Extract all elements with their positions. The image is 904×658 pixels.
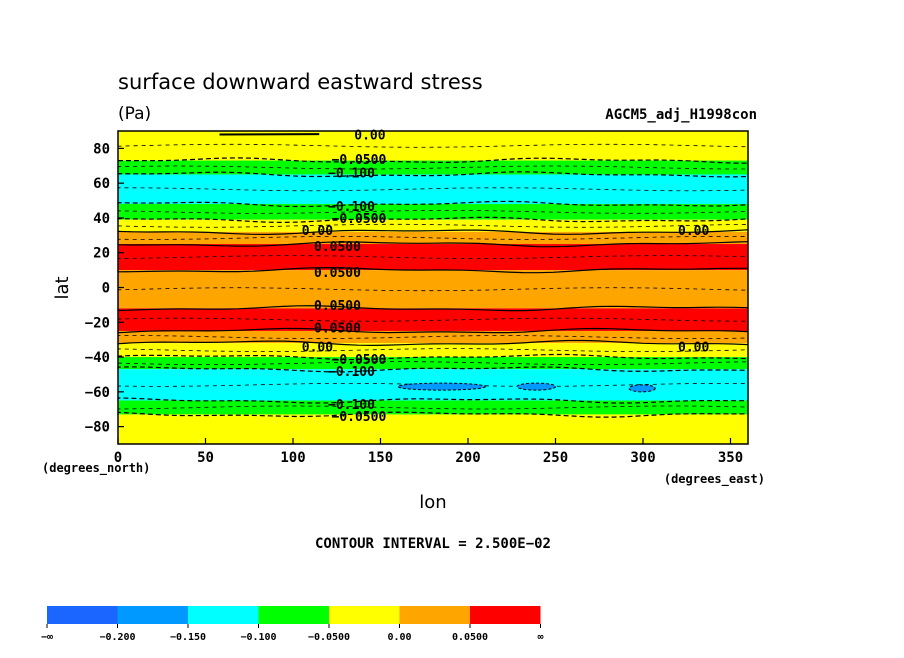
colorbar-swatch-0 — [47, 606, 118, 624]
colorbar-label-0: −∞ — [41, 632, 53, 643]
contour-band-10 — [118, 343, 748, 357]
contour-label-5: 0.00 — [302, 224, 333, 239]
chart-units: (Pa) — [118, 104, 151, 124]
minimum-patch-1 — [517, 383, 556, 390]
contour-band-6 — [118, 244, 748, 270]
colorbar-swatch-2 — [188, 606, 259, 624]
contour-label-6: 0.00 — [678, 224, 709, 239]
colorbar-swatch-3 — [259, 606, 330, 624]
y-unit-note: (degrees_north) — [42, 461, 150, 476]
contour-label-4: −0.0500 — [332, 212, 387, 227]
chart-title: surface downward eastward stress — [118, 70, 483, 94]
contour-label-8: 0.0500 — [314, 266, 361, 281]
contour-label-11: 0.00 — [302, 341, 333, 356]
contour-label-14: −0.100 — [328, 365, 375, 380]
x-tick-label-5: 250 — [543, 450, 568, 466]
x-tick-label-2: 100 — [280, 450, 305, 466]
contour-label-7: 0.0500 — [314, 240, 361, 255]
contour-label-9: 0.0500 — [314, 299, 361, 314]
contour-label-2: −0.100 — [328, 167, 375, 182]
colorbar-swatch-5 — [400, 606, 471, 624]
contour-label-16: −0.0500 — [332, 410, 387, 425]
colorbar-label-6: 0.0500 — [452, 632, 488, 643]
y-tick-label-4: 0 — [102, 281, 110, 297]
y-tick-label-0: 80 — [93, 141, 110, 157]
y-tick-label-1: 60 — [93, 176, 110, 192]
contour-label-12: 0.00 — [678, 341, 709, 356]
x-tick-label-7: 350 — [718, 450, 743, 466]
contour-band-5 — [118, 232, 748, 244]
contour-label-10: 0.0500 — [314, 321, 361, 336]
contour-band-4 — [118, 220, 748, 232]
colorbar-swatch-1 — [118, 606, 189, 624]
y-tick-label-3: 20 — [93, 246, 110, 262]
colorbar-label-7: ∞ — [537, 632, 543, 643]
colorbar-label-4: −0.0500 — [308, 632, 350, 643]
dataset-name: AGCM5_adj_H1998con — [605, 107, 757, 123]
y-axis-label: lat — [52, 276, 73, 299]
colorbar-label-3: −0.100 — [240, 632, 276, 643]
colorbar-label-1: −0.200 — [99, 632, 135, 643]
y-tick-label-6: −40 — [85, 350, 110, 366]
x-tick-label-4: 200 — [455, 450, 480, 466]
x-tick-label-1: 50 — [197, 450, 214, 466]
x-unit-note: (degrees_east) — [664, 472, 765, 487]
y-tick-label-8: −80 — [85, 420, 110, 436]
minimum-patch-2 — [629, 385, 655, 392]
colorbar-label-2: −0.150 — [170, 632, 206, 643]
colorbar-label-5: 0.00 — [387, 632, 411, 643]
x-axis-label: lon — [419, 492, 446, 513]
colorbar-swatch-6 — [470, 606, 541, 624]
contour-label-1: −0.0500 — [332, 153, 387, 168]
contour-interval: CONTOUR INTERVAL = 2.500E−02 — [315, 536, 551, 552]
contour-band-14 — [118, 414, 748, 444]
minimum-patch-0 — [398, 383, 486, 390]
x-tick-label-6: 300 — [630, 450, 655, 466]
contour-band-3 — [118, 204, 748, 220]
colorbar: −∞ −0.200 −0.150 −0.100 −0.0500 0.00 0.0500 ∞ — [41, 606, 544, 643]
colorbar-swatch-4 — [329, 606, 400, 624]
y-tick-label-2: 40 — [93, 211, 110, 227]
y-tick-label-5: −20 — [85, 315, 110, 331]
contour-band-0 — [118, 131, 748, 161]
x-tick-label-3: 150 — [368, 450, 393, 466]
y-tick-label-7: −60 — [85, 385, 110, 401]
contour-band-7 — [118, 270, 748, 308]
